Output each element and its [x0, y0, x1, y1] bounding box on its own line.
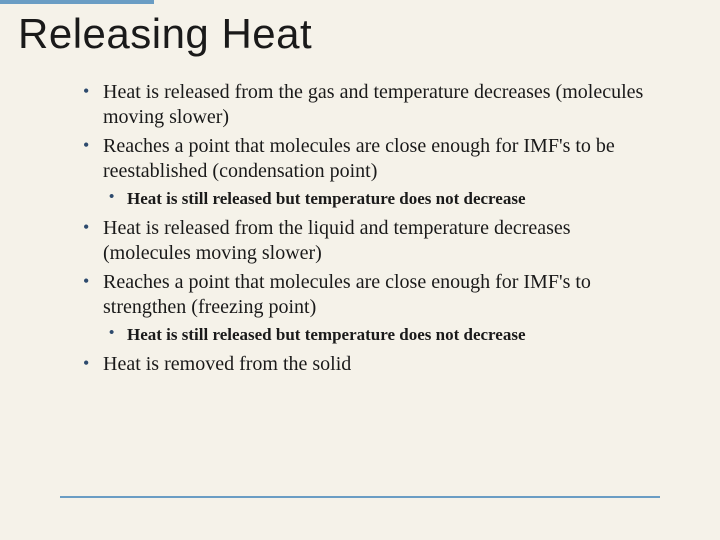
sub-bullet-list: Heat is still released but temperature d…: [103, 324, 660, 346]
list-item-text: Reaches a point that molecules are close…: [103, 271, 591, 318]
slide-title: Releasing Heat: [0, 0, 720, 58]
list-item: Heat is released from the liquid and tem…: [75, 216, 660, 266]
sub-list-item: Heat is still released but temperature d…: [103, 324, 660, 346]
list-item-text: Reaches a point that molecules are close…: [103, 135, 615, 182]
sub-list-item: Heat is still released but temperature d…: [103, 188, 660, 210]
sub-bullet-list: Heat is still released but temperature d…: [103, 188, 660, 210]
bottom-divider: [60, 496, 660, 498]
list-item: Heat is released from the gas and temper…: [75, 80, 660, 130]
list-item: Reaches a point that molecules are close…: [75, 134, 660, 210]
list-item: Heat is removed from the solid: [75, 352, 660, 377]
slide-content: Heat is released from the gas and temper…: [0, 58, 720, 377]
bullet-list: Heat is released from the gas and temper…: [75, 80, 660, 377]
accent-top-bar: [0, 0, 154, 4]
list-item: Reaches a point that molecules are close…: [75, 270, 660, 346]
